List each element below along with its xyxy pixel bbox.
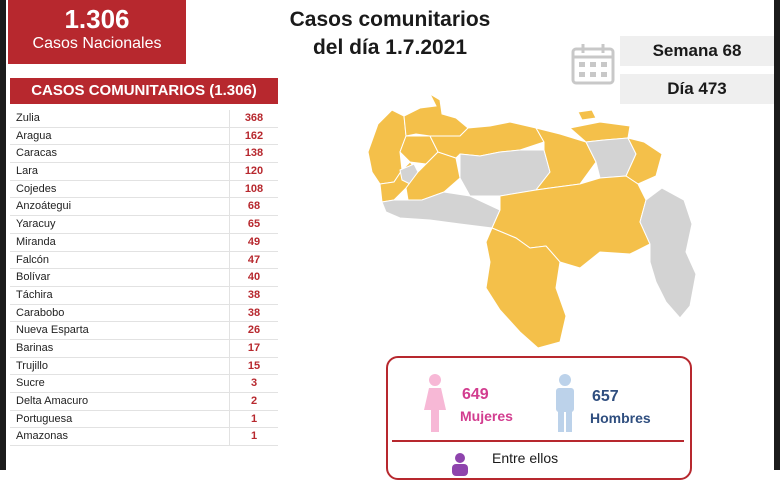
state-cases: 162 — [229, 127, 278, 145]
gender-panel: 649 Mujeres 657 Hombres Entre ellos — [386, 356, 692, 480]
state-name: Bolívar — [16, 271, 51, 284]
national-cases-total: 1.306 — [64, 4, 130, 34]
community-cases-table: CASOS COMUNITARIOS (1.306) Zulia 368 Aragu… — [10, 78, 278, 447]
table-row: Falcón 47 — [10, 251, 278, 270]
table-row: Nueva Esparta 26 — [10, 322, 278, 340]
state-name: Lara — [16, 165, 39, 178]
map-region-delta — [625, 137, 663, 185]
state-cases: 38 — [229, 286, 278, 304]
state-name: Miranda — [16, 235, 56, 248]
person-icon — [452, 453, 468, 476]
week-badge: Semana 68 — [620, 36, 774, 66]
state-cases: 17 — [229, 339, 278, 357]
table-header: CASOS COMUNITARIOS (1.306) — [10, 78, 278, 104]
state-cases: 120 — [229, 163, 278, 180]
right-frame-edge — [774, 0, 780, 470]
table-row: Cojedes 108 — [10, 180, 278, 199]
state-name: Yaracuy — [16, 218, 56, 231]
table-row: Carabobo 38 — [10, 304, 278, 323]
table-row: Zulia 368 — [10, 110, 278, 128]
table-row: Caracas 138 — [10, 145, 278, 164]
state-name: Caracas — [16, 147, 57, 160]
map-region-apure — [381, 191, 501, 229]
national-cases-label: Casos Nacionales — [32, 35, 162, 52]
state-name: Carabobo — [16, 306, 65, 319]
table-row: Amazonas 1 — [10, 428, 278, 447]
state-cases: 108 — [229, 180, 278, 198]
state-name: Táchira — [16, 288, 53, 301]
state-cases: 40 — [229, 269, 278, 286]
table-row: Bolívar 40 — [10, 269, 278, 287]
state-name: Zulia — [16, 112, 40, 124]
state-cases: 49 — [229, 233, 278, 251]
state-name: Trujillo — [16, 359, 48, 372]
table-row: Anzoátegui 68 — [10, 198, 278, 217]
table-row: Miranda 49 — [10, 233, 278, 252]
state-cases: 2 — [229, 393, 278, 410]
state-cases: 3 — [229, 375, 278, 392]
state-cases: 26 — [229, 322, 278, 339]
gender-divider — [392, 440, 684, 442]
female-icon — [424, 374, 446, 432]
page-title: Casos comunitarios del día 1.7.2021 — [240, 6, 540, 62]
state-name: Barinas — [16, 341, 54, 354]
state-cases: 15 — [229, 357, 278, 375]
map-region-center — [429, 121, 545, 159]
state-name: Delta Amacuro — [16, 395, 89, 407]
state-name: Amazonas — [16, 430, 68, 443]
table-rows: Zulia 368 Aragua 162 Caracas 138 Lara 120 Cojede… — [10, 110, 278, 447]
map-region-amazonas — [485, 227, 567, 349]
state-cases: 368 — [229, 110, 278, 127]
calendar-icon — [571, 44, 615, 85]
map-region-falcon — [403, 92, 469, 137]
day-badge: Día 473 — [620, 74, 774, 104]
table-row: Lara 120 — [10, 163, 278, 181]
state-cases: 1 — [229, 428, 278, 446]
left-frame-edge — [0, 0, 6, 470]
gender-note: Entre ellos — [492, 450, 559, 466]
male-count: 657 — [592, 388, 619, 405]
male-label: Hombres — [590, 410, 651, 426]
state-cases: 47 — [229, 251, 278, 269]
table-row: Barinas 17 — [10, 339, 278, 358]
table-row: Yaracuy 65 — [10, 216, 278, 234]
state-name: Falcón — [16, 253, 50, 266]
state-cases: 65 — [229, 216, 278, 233]
female-label: Mujeres — [460, 408, 513, 424]
state-name: Anzoátegui — [16, 200, 72, 213]
state-cases: 68 — [229, 198, 278, 216]
female-count: 649 — [462, 386, 489, 403]
male-icon — [556, 374, 574, 432]
table-row: Aragua 162 — [10, 127, 278, 146]
state-cases: 1 — [229, 410, 278, 428]
table-row: Táchira 38 — [10, 286, 278, 305]
state-name: Aragua — [16, 129, 52, 142]
venezuela-map — [367, 92, 697, 349]
table-row: Trujillo 15 — [10, 357, 278, 376]
state-name: Nueva Esparta — [16, 324, 89, 337]
state-cases: 138 — [229, 145, 278, 163]
title-line-2: del día 1.7.2021 — [312, 36, 468, 59]
table-row: Sucre 3 — [10, 375, 278, 393]
map-region-nueva-esparta — [577, 109, 597, 121]
state-cases: 38 — [229, 304, 278, 322]
state-name: Portuguesa — [16, 412, 73, 425]
national-cases-box: 1.306 Casos Nacionales — [8, 0, 186, 64]
table-row: Portuguesa 1 — [10, 410, 278, 429]
title-line-1: Casos comunitarios — [289, 8, 491, 31]
table-row: Delta Amacuro 2 — [10, 393, 278, 411]
state-name: Cojedes — [16, 182, 57, 195]
map-region-esequibo — [639, 187, 697, 319]
state-name: Sucre — [16, 377, 45, 390]
